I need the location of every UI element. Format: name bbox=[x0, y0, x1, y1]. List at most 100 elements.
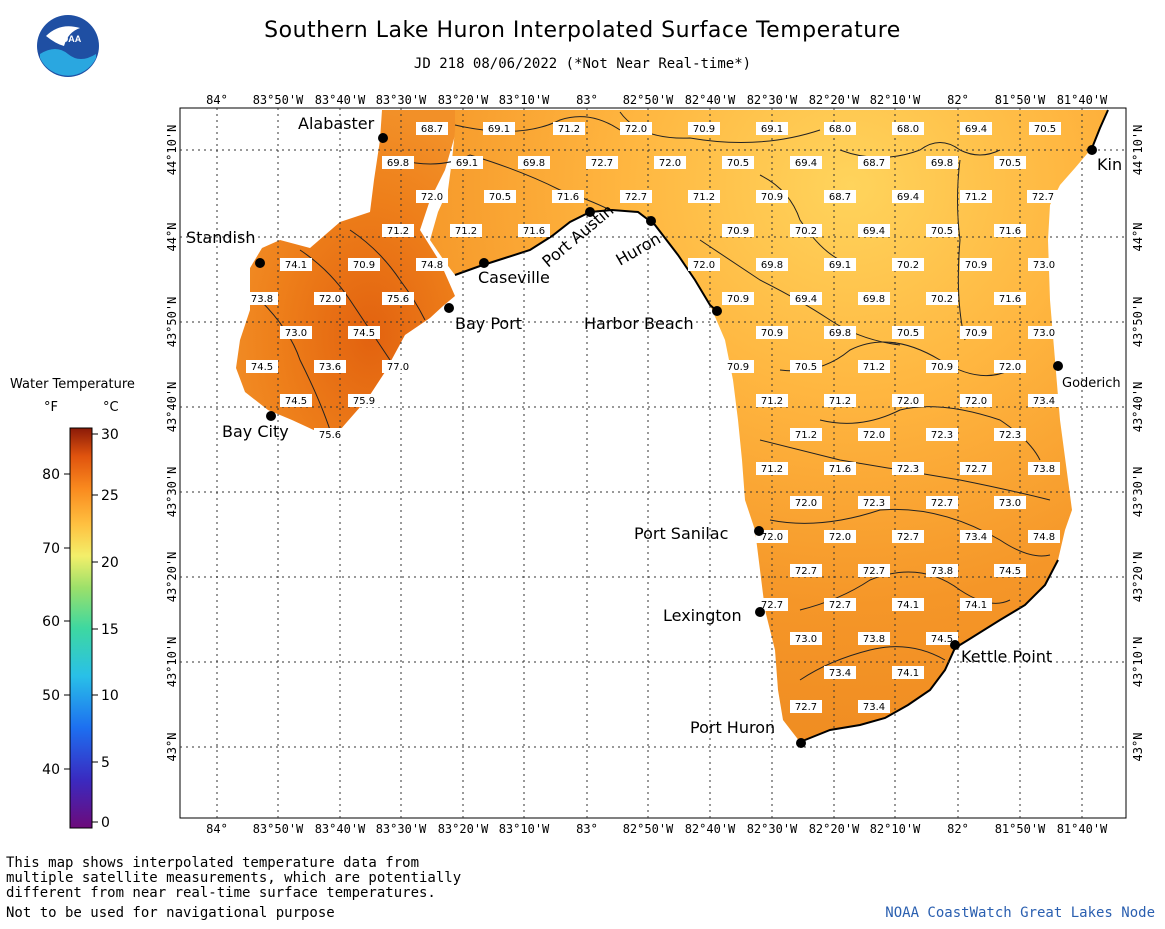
temp-label-bg bbox=[722, 360, 754, 373]
map-subtitle: JD 218 08/06/2022 (*Not Near Real-time*) bbox=[413, 56, 752, 72]
temp-label-bg bbox=[960, 190, 992, 203]
left-lat-label: 44°N bbox=[165, 223, 179, 252]
temp-label-bg bbox=[1027, 190, 1059, 203]
temp-label-bg bbox=[824, 326, 856, 339]
temp-value: 71.2 bbox=[795, 430, 817, 441]
place-name: Bay City bbox=[222, 422, 289, 441]
temp-label-bg bbox=[1028, 394, 1060, 407]
bottom-lon-label: 82° bbox=[947, 822, 969, 836]
temp-label-bg bbox=[790, 564, 822, 577]
top-lon-label: 81°40'W bbox=[1057, 93, 1108, 107]
temp-label-bg bbox=[960, 258, 992, 271]
temp-value: 72.0 bbox=[829, 532, 851, 543]
place-name: Harbor Beach bbox=[584, 314, 694, 333]
left-lat-label: 43°N bbox=[165, 733, 179, 762]
temp-value: 72.0 bbox=[319, 294, 341, 305]
temp-value: 72.7 bbox=[965, 464, 987, 475]
temp-label-bg bbox=[722, 292, 754, 305]
left-lat-label: 43°40'N bbox=[165, 382, 179, 433]
footer-note-line-2: multiple satellite measurements, which a… bbox=[6, 870, 462, 886]
bottom-lon-label: 81°50'W bbox=[995, 822, 1046, 836]
temp-value: 69.8 bbox=[931, 158, 953, 169]
top-lon-label: 82°50'W bbox=[623, 93, 674, 107]
footer-note-line-1: This map shows interpolated temperature … bbox=[6, 855, 420, 871]
temp-value: 69.1 bbox=[829, 260, 851, 271]
place-dot bbox=[950, 640, 960, 650]
temp-value: 73.8 bbox=[931, 566, 953, 577]
right-lat-label: 43°N bbox=[1131, 733, 1145, 762]
bottom-lon-label: 83°50'W bbox=[253, 822, 304, 836]
temp-value: 74.5 bbox=[251, 362, 273, 373]
temp-label-bg bbox=[858, 292, 890, 305]
temp-label-bg bbox=[790, 360, 822, 373]
temp-value: 74.1 bbox=[897, 600, 919, 611]
temp-value: 72.7 bbox=[829, 600, 851, 611]
temp-value: 70.9 bbox=[761, 328, 783, 339]
temp-value: 72.3 bbox=[897, 464, 919, 475]
temp-value: 69.1 bbox=[488, 124, 510, 135]
temp-label-bg bbox=[654, 156, 686, 169]
temp-value: 70.5 bbox=[897, 328, 919, 339]
temp-value: 72.7 bbox=[795, 566, 817, 577]
temp-label-bg bbox=[858, 360, 890, 373]
temp-value: 69.1 bbox=[761, 124, 783, 135]
temp-value: 71.2 bbox=[455, 226, 477, 237]
temp-value: 72.0 bbox=[897, 396, 919, 407]
legend-c-label: 5 bbox=[101, 755, 110, 771]
place-dot bbox=[444, 303, 454, 313]
temp-label-bg bbox=[586, 156, 618, 169]
left-lat-label: 43°20'N bbox=[165, 552, 179, 603]
temp-label-bg bbox=[790, 632, 822, 645]
temp-label-bg bbox=[960, 598, 992, 611]
place-name: Bay Port bbox=[455, 314, 522, 333]
temp-label-bg bbox=[280, 326, 312, 339]
legend-unit-f: °F bbox=[44, 400, 58, 415]
temp-value: 72.7 bbox=[863, 566, 885, 577]
temp-label-bg bbox=[960, 462, 992, 475]
temp-label-bg bbox=[790, 224, 822, 237]
temp-label-bg bbox=[892, 122, 924, 135]
temp-label-bg bbox=[790, 496, 822, 509]
place-name: Kettle Point bbox=[961, 647, 1052, 666]
logo-text: NOAA bbox=[55, 34, 82, 44]
temp-value: 72.7 bbox=[761, 600, 783, 611]
top-lon-label: 83°40'W bbox=[315, 93, 366, 107]
temp-value: 73.0 bbox=[795, 634, 817, 645]
temp-label-bg bbox=[382, 224, 414, 237]
bottom-lon-label: 83°40'W bbox=[315, 822, 366, 836]
temp-value: 73.4 bbox=[965, 532, 987, 543]
temp-value: 74.1 bbox=[285, 260, 307, 271]
temp-label-bg bbox=[858, 632, 890, 645]
temp-label-bg bbox=[416, 190, 448, 203]
temp-label-bg bbox=[348, 394, 380, 407]
top-lon-label: 83°20'W bbox=[438, 93, 489, 107]
temp-label-bg bbox=[892, 598, 924, 611]
bottom-lon-label: 83°20'W bbox=[438, 822, 489, 836]
temp-value: 73.8 bbox=[863, 634, 885, 645]
temp-label-bg bbox=[450, 224, 482, 237]
temp-value: 73.0 bbox=[999, 498, 1021, 509]
bottom-lon-label: 82°20'W bbox=[809, 822, 860, 836]
temp-value: 74.1 bbox=[897, 668, 919, 679]
temp-label-bg bbox=[824, 394, 856, 407]
temp-label-bg bbox=[926, 428, 958, 441]
temp-value: 74.5 bbox=[999, 566, 1021, 577]
temp-value: 75.6 bbox=[319, 430, 341, 441]
legend-c-label: 0 bbox=[101, 815, 110, 831]
right-lat-label: 43°50'N bbox=[1131, 297, 1145, 348]
temp-label-bg bbox=[858, 156, 890, 169]
temp-label-bg bbox=[858, 700, 890, 713]
temp-label-bg bbox=[1028, 530, 1060, 543]
temp-value: 72.3 bbox=[863, 498, 885, 509]
temp-value: 73.0 bbox=[1033, 260, 1055, 271]
temp-value: 71.2 bbox=[965, 192, 987, 203]
place-dot bbox=[646, 216, 656, 226]
top-lon-label: 83°30'W bbox=[376, 93, 427, 107]
temp-label-bg bbox=[280, 258, 312, 271]
temp-value: 72.0 bbox=[795, 498, 817, 509]
temp-value: 71.2 bbox=[387, 226, 409, 237]
temp-label-bg bbox=[756, 530, 788, 543]
temp-label-bg bbox=[756, 394, 788, 407]
